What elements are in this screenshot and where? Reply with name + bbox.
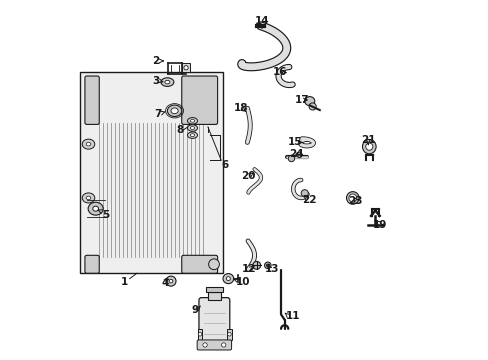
Text: 10: 10 (235, 277, 249, 287)
Text: 1: 1 (121, 277, 128, 287)
Ellipse shape (82, 193, 95, 203)
Ellipse shape (208, 259, 219, 270)
Text: 4: 4 (162, 278, 169, 288)
Bar (205, 287, 223, 292)
Ellipse shape (169, 279, 172, 283)
Text: 20: 20 (241, 171, 255, 181)
Ellipse shape (187, 125, 197, 131)
Text: 6: 6 (222, 159, 229, 170)
Text: 8: 8 (176, 125, 183, 135)
Ellipse shape (161, 78, 174, 86)
Text: 18: 18 (233, 103, 247, 113)
Text: 2: 2 (152, 56, 159, 66)
Text: 19: 19 (372, 220, 386, 230)
Circle shape (348, 194, 356, 202)
Text: 17: 17 (294, 95, 308, 105)
Text: 12: 12 (241, 264, 256, 274)
Text: 21: 21 (360, 135, 375, 145)
Ellipse shape (190, 134, 194, 136)
FancyBboxPatch shape (197, 340, 231, 350)
FancyBboxPatch shape (85, 76, 99, 125)
Bar (80, 72, 223, 273)
FancyBboxPatch shape (199, 298, 229, 346)
Bar (182, 63, 190, 72)
Text: 11: 11 (285, 311, 300, 321)
Circle shape (221, 343, 225, 347)
Ellipse shape (86, 196, 91, 200)
Ellipse shape (266, 264, 269, 267)
Ellipse shape (308, 103, 316, 110)
Ellipse shape (187, 118, 197, 124)
Ellipse shape (171, 108, 178, 114)
Circle shape (183, 66, 188, 70)
Circle shape (198, 332, 202, 336)
Circle shape (203, 343, 207, 347)
Ellipse shape (165, 276, 176, 286)
Text: 9: 9 (191, 305, 199, 315)
Ellipse shape (252, 261, 260, 269)
Text: 5: 5 (102, 210, 109, 220)
Text: 23: 23 (348, 196, 362, 206)
Text: 24: 24 (289, 149, 304, 159)
Ellipse shape (167, 105, 182, 117)
FancyBboxPatch shape (85, 255, 99, 273)
Ellipse shape (264, 262, 270, 269)
Ellipse shape (296, 152, 302, 158)
Ellipse shape (301, 190, 308, 197)
Bar (227, 329, 231, 339)
Ellipse shape (82, 139, 95, 149)
Ellipse shape (93, 206, 99, 211)
Ellipse shape (88, 202, 103, 215)
FancyBboxPatch shape (182, 76, 217, 125)
Text: 7: 7 (154, 109, 162, 119)
Text: 3: 3 (152, 76, 159, 86)
Ellipse shape (346, 192, 358, 204)
Ellipse shape (187, 132, 197, 138)
Ellipse shape (190, 127, 194, 130)
FancyBboxPatch shape (182, 255, 217, 273)
Bar (207, 292, 221, 300)
Text: 22: 22 (301, 195, 316, 205)
Text: 14: 14 (254, 16, 269, 26)
Ellipse shape (304, 96, 314, 105)
Circle shape (365, 143, 372, 150)
Ellipse shape (164, 80, 169, 84)
Ellipse shape (362, 139, 375, 154)
Text: 15: 15 (287, 138, 301, 147)
Circle shape (227, 332, 231, 336)
Bar (198, 329, 202, 339)
Text: 16: 16 (273, 67, 287, 77)
Ellipse shape (223, 274, 233, 284)
Ellipse shape (226, 276, 230, 280)
Ellipse shape (86, 142, 91, 146)
Ellipse shape (287, 155, 294, 162)
Text: 13: 13 (264, 264, 279, 274)
Ellipse shape (190, 120, 194, 122)
